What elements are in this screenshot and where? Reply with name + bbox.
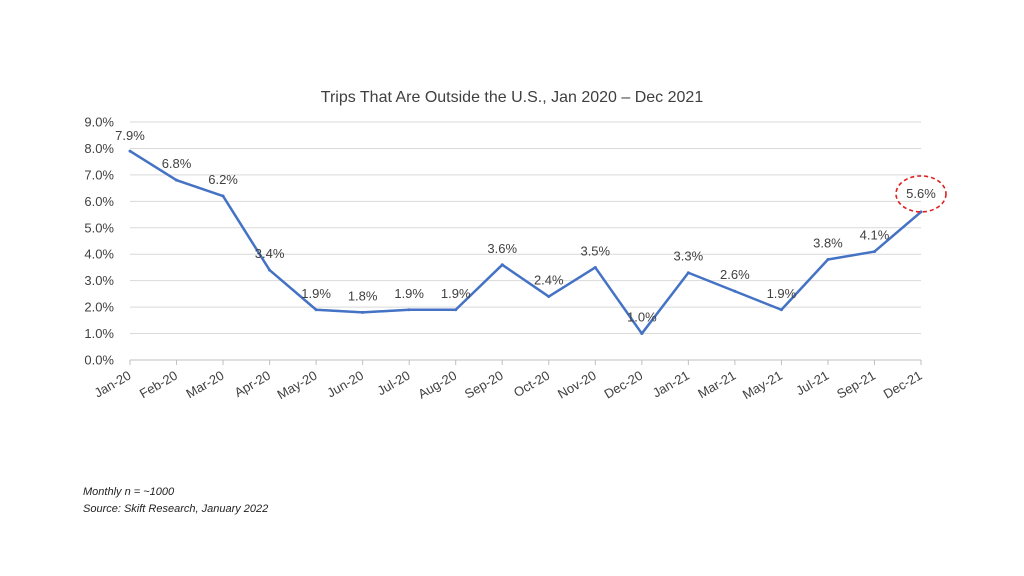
y-tick-label: 5.0% — [84, 220, 114, 235]
chart-title: Trips That Are Outside the U.S., Jan 202… — [321, 89, 704, 106]
data-point — [407, 308, 411, 312]
data-label: 6.2% — [208, 172, 238, 187]
data-label: 3.8% — [813, 236, 843, 251]
data-point — [454, 308, 458, 312]
data-point — [872, 250, 876, 254]
x-tick-label: Jul-20 — [375, 368, 413, 399]
data-point — [268, 268, 272, 272]
data-point — [547, 295, 551, 299]
x-tick-label: Apr-20 — [232, 368, 273, 401]
x-tick-label: Feb-20 — [137, 368, 180, 402]
x-tick-label: Sep-21 — [834, 368, 878, 402]
highlight-circle — [895, 175, 947, 213]
series-line — [129, 150, 922, 335]
data-point — [919, 210, 923, 214]
data-point — [221, 194, 225, 198]
y-tick-label: 2.0% — [84, 300, 114, 315]
data-label: 1.9% — [767, 286, 797, 301]
gridlines — [130, 121, 921, 361]
x-tick-label: Jan-21 — [650, 368, 692, 401]
data-label: 3.3% — [674, 249, 704, 264]
data-point — [128, 149, 132, 153]
data-point — [175, 178, 179, 182]
data-label: 7.9% — [115, 128, 145, 143]
data-point — [593, 265, 597, 269]
y-tick-label: 9.0% — [84, 115, 114, 130]
data-label: 1.9% — [394, 286, 424, 301]
data-point — [314, 308, 318, 312]
data-label: 1.9% — [301, 286, 331, 301]
data-label: 3.6% — [487, 241, 517, 256]
x-axis: Jan-20 Feb-20 Mar-20 Apr-20 May-20 Jun-20 Jul-… — [92, 360, 925, 402]
data-point — [640, 332, 644, 336]
x-tick-label: Mar-21 — [695, 368, 738, 402]
y-tick-label: 6.0% — [84, 194, 114, 209]
y-tick-label: 0.0% — [84, 353, 114, 368]
data-label: 6.8% — [162, 156, 192, 171]
data-label: 2.4% — [534, 273, 564, 288]
x-tick-label: Dec-20 — [602, 368, 646, 402]
x-tick-label: Jun-20 — [324, 368, 366, 401]
data-label: 5.6% — [906, 186, 936, 201]
y-tick-label: 3.0% — [84, 273, 114, 288]
x-tick-label: Nov-20 — [555, 368, 599, 402]
y-axis-ticks: 0.0% 1.0% 2.0% 3.0% 4.0% 5.0% 6.0% 7.0% 8.0% 9.0% — [84, 115, 114, 368]
sample-size-note: Monthly n = ~1000 — [83, 486, 175, 498]
data-label: 2.6% — [720, 267, 750, 282]
data-labels: 7.9% 6.8% 6.2% 3.4% 1.9% 1.8% 1.9% 1.9% 3.6% 2.4%… — [115, 128, 947, 336]
x-tick-label: Jan-20 — [92, 368, 134, 401]
series-line-group — [129, 150, 922, 335]
data-label: 1.9% — [441, 286, 471, 301]
data-label: 3.5% — [580, 243, 610, 258]
x-tick-label: Sep-20 — [462, 368, 506, 402]
x-tick-label: May-20 — [275, 368, 320, 403]
x-tick-label: May-21 — [740, 368, 785, 403]
x-tick-label: Aug-20 — [415, 368, 459, 402]
y-tick-label: 4.0% — [84, 247, 114, 262]
data-label: 4.1% — [860, 228, 890, 243]
y-tick-label: 8.0% — [84, 141, 114, 156]
data-label: 3.4% — [255, 246, 285, 261]
data-point — [733, 289, 737, 293]
data-point — [361, 310, 365, 314]
x-tick-label: Dec-21 — [881, 368, 925, 402]
y-tick-label: 7.0% — [84, 167, 114, 182]
data-point — [779, 308, 783, 312]
source-note: Source: Skift Research, January 2022 — [83, 503, 269, 515]
data-point — [500, 263, 504, 267]
x-tick-label: Jul-21 — [793, 368, 831, 399]
data-point — [686, 271, 690, 275]
data-label: 1.8% — [348, 288, 378, 303]
data-label: 1.0% — [627, 310, 657, 325]
x-tick-label: Mar-20 — [183, 368, 226, 402]
x-tick-label: Oct-20 — [511, 368, 552, 400]
data-point — [826, 258, 830, 262]
y-tick-label: 1.0% — [84, 326, 114, 341]
